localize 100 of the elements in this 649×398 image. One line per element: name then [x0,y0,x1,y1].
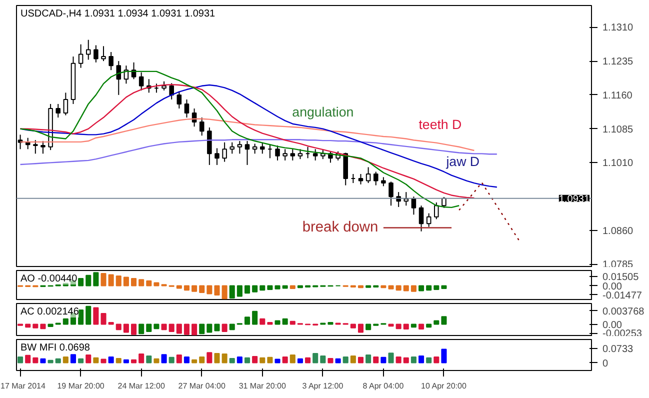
bar [168,356,174,364]
bar [229,285,235,299]
candlestick [230,142,235,154]
bar [358,324,364,333]
bar [274,320,280,325]
chart-title: USDCAD-,H4 1.0931 1.0934 1.0931 1.0931 [20,8,216,20]
bar [55,358,61,364]
candlestick [244,140,250,166]
y-tick-label: 1.1085 [602,124,634,136]
y-tick-label: 0 [602,358,608,370]
bar [146,280,152,286]
bar [328,358,334,364]
bar [199,324,205,334]
bar [366,324,372,330]
bar [93,357,99,364]
bar [222,285,228,300]
ref-line-label: 1.0931 [558,194,590,205]
candlestick [418,205,424,232]
bar [403,285,409,292]
bar [100,358,106,364]
candlestick [237,140,242,154]
candlestick [63,92,68,116]
bar [214,285,220,296]
candlestick [411,196,416,216]
bar [161,354,167,364]
bar [100,273,106,286]
bar [18,356,24,364]
bar [260,285,266,291]
bar [350,355,356,364]
bar [176,324,182,334]
y-tick-label: 1.0860 [602,226,634,237]
bar [418,285,424,292]
y-tick-label: 1.1160 [602,90,633,102]
chart-title: AO -0.00440 [20,274,78,284]
bar [214,352,220,364]
candlestick [138,72,144,91]
candlestick [199,117,204,136]
bar [410,356,416,364]
bar [366,354,372,364]
bar [380,356,386,364]
bar [244,357,250,364]
series-label: break down [302,220,378,236]
bar [25,324,31,328]
candlestick [94,44,98,63]
bar [290,285,296,290]
bar [320,355,326,364]
candlestick [108,52,114,71]
bar [32,357,38,364]
bar [154,358,160,364]
bar [358,356,364,364]
y-tick-label: 0.0733 [602,344,634,356]
bar [176,285,182,289]
bar [222,354,228,364]
bar [274,285,280,290]
y-tick-label: 0.00 [602,320,622,331]
bar [290,354,296,364]
candlestick [442,196,446,208]
y-tick-label: 1.1235 [602,56,634,68]
bar [131,324,137,335]
bar [335,358,341,364]
candlestick [176,90,182,109]
candlestick [260,142,265,154]
bar [206,324,212,333]
bar [199,356,205,364]
x-tick-label: 31 Mar 20:00 [238,382,287,390]
bar [290,320,296,325]
annotation: angulation [292,104,354,120]
bar [403,357,409,364]
bar [426,324,432,328]
bar [396,285,402,291]
bar [297,358,303,364]
bar [78,278,84,286]
bar [40,358,46,364]
bar [426,285,432,291]
candlestick [56,103,61,118]
bar [138,324,144,334]
bar [48,324,54,327]
bar [138,354,144,364]
bar [206,285,212,294]
y-tick-label: -0.01477 [602,290,642,302]
bar [25,354,31,364]
x-tick-label: 8 Apr 04:00 [362,382,404,390]
annotation: jaw D [445,154,480,169]
bar [146,324,152,332]
candlestick [275,145,280,161]
candlestick [40,140,46,154]
bar [62,318,68,325]
chart-title: BW MFI 0.0698 [20,342,90,354]
bar [108,274,114,286]
y-tick-label: 0.003768 [602,306,645,318]
bar [62,356,68,364]
bar [260,318,266,325]
bar [40,324,46,330]
candlestick [366,166,371,184]
y-tick-label: 1.1010 [602,158,634,170]
candlestick [214,148,220,166]
bar [116,276,122,286]
candlestick [434,202,439,220]
bar [154,324,160,330]
bar [244,285,250,294]
